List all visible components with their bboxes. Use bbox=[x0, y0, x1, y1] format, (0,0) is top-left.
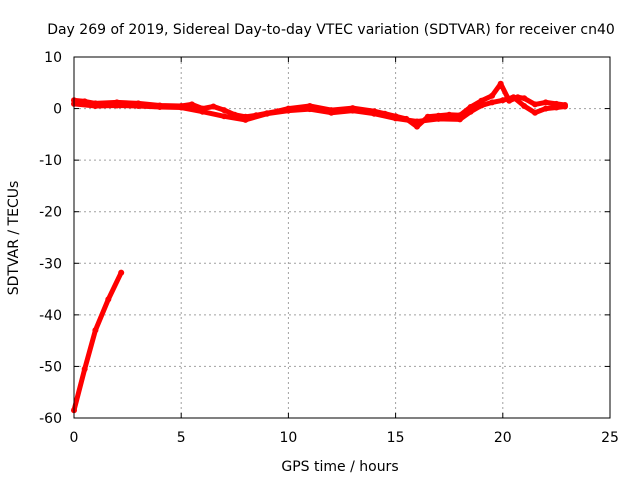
data-point bbox=[467, 108, 474, 115]
data-point bbox=[349, 107, 356, 114]
data-point bbox=[210, 103, 217, 110]
data-point bbox=[414, 123, 420, 130]
data-point bbox=[489, 92, 496, 99]
y-tick-label: 10 bbox=[44, 50, 62, 66]
x-tick-label: 25 bbox=[601, 430, 619, 446]
data-series bbox=[71, 80, 568, 414]
data-point bbox=[392, 115, 399, 122]
data-point bbox=[113, 102, 120, 109]
data-point bbox=[532, 109, 538, 116]
x-axis-label: GPS time / hours bbox=[281, 459, 398, 475]
data-point bbox=[497, 80, 504, 87]
data-point bbox=[188, 101, 195, 108]
y-axis-ticks: 10 0 -10 -20 -30 -40 -50 -60 bbox=[39, 50, 610, 427]
data-point bbox=[221, 107, 228, 114]
x-tick-label: 0 bbox=[70, 430, 79, 446]
x-tick-label: 10 bbox=[279, 430, 297, 446]
y-tick-label: -60 bbox=[39, 411, 62, 427]
x-axis-ticks: 0 5 10 15 20 25 bbox=[70, 57, 619, 446]
data-point bbox=[199, 108, 206, 115]
data-point bbox=[521, 103, 528, 109]
chart-title: Day 269 of 2019, Sidereal Day-to-day VTE… bbox=[47, 22, 615, 38]
data-point bbox=[553, 104, 560, 111]
data-point bbox=[532, 101, 538, 108]
y-tick-label: -30 bbox=[39, 256, 62, 272]
data-point bbox=[414, 118, 420, 125]
data-point bbox=[92, 327, 99, 334]
data-point bbox=[118, 269, 125, 276]
data-point bbox=[562, 103, 568, 110]
y-axis-label: SDTVAR / TECUs bbox=[6, 181, 22, 296]
y-tick-label: -20 bbox=[39, 205, 62, 221]
data-point bbox=[328, 109, 335, 116]
data-point bbox=[242, 116, 249, 123]
data-point bbox=[178, 104, 185, 111]
plot-frame bbox=[73, 56, 611, 419]
data-point bbox=[105, 296, 112, 303]
x-tick-label: 20 bbox=[494, 430, 512, 446]
y-tick-label: -40 bbox=[39, 308, 62, 324]
series-line-segment-0 bbox=[71, 270, 124, 413]
data-point bbox=[456, 116, 463, 123]
data-point bbox=[446, 111, 453, 118]
data-point bbox=[306, 106, 313, 113]
data-point bbox=[478, 97, 485, 104]
data-point bbox=[542, 99, 549, 106]
data-point bbox=[221, 113, 228, 120]
data-point bbox=[371, 110, 378, 117]
y-tick-label: 0 bbox=[53, 102, 62, 118]
data-point bbox=[499, 97, 506, 104]
x-tick-label: 15 bbox=[387, 430, 405, 446]
data-point bbox=[92, 103, 99, 109]
data-point bbox=[435, 115, 442, 122]
data-point bbox=[478, 102, 485, 109]
data-point bbox=[264, 110, 270, 117]
y-tick-label: -50 bbox=[39, 359, 62, 375]
data-point bbox=[81, 366, 88, 372]
data-point bbox=[135, 103, 142, 109]
data-point bbox=[521, 95, 528, 102]
data-point bbox=[510, 94, 517, 101]
data-point bbox=[489, 99, 496, 106]
x-tick-label: 5 bbox=[177, 430, 186, 446]
y-tick-label: -10 bbox=[39, 153, 62, 169]
data-point bbox=[285, 107, 292, 114]
data-point bbox=[156, 104, 163, 110]
data-point bbox=[542, 105, 549, 112]
